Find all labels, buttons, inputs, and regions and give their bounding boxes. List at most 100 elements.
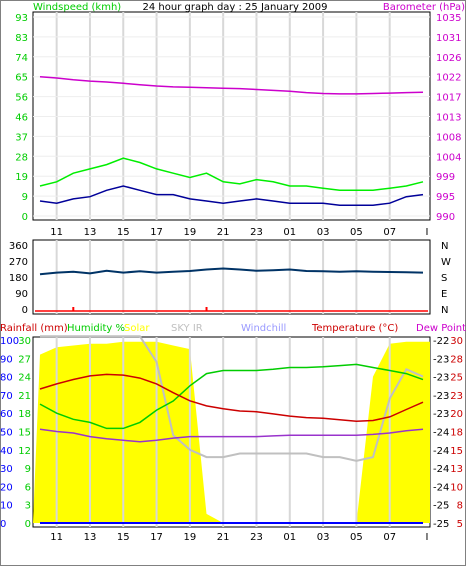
temperature-tick-label-23: 23 (450, 391, 463, 402)
dewpoint-tick-label-7: -24 (433, 464, 449, 475)
windspeed-axis-title: Windspeed (kmh) (33, 2, 121, 13)
p3-time-label-01: 01 (283, 532, 296, 543)
p1-time-label-15: 15 (117, 227, 130, 238)
p3-time-label-03: 03 (317, 532, 330, 543)
temperature-tick-label-10: 10 (450, 482, 463, 493)
baro-tick-label-1017: 1017 (436, 93, 461, 104)
barometer-series (39, 75, 424, 95)
baro-tick-label-1008: 1008 (436, 132, 461, 143)
temperature-series (39, 373, 424, 423)
dewpoint-tick-label-5: -24 (433, 428, 449, 439)
rainfall-tick-label-80: 80 (0, 373, 13, 384)
humidity-tick-label-18: 18 (18, 409, 31, 420)
rainfall-tick-label-90: 90 (0, 354, 13, 365)
p3-time-label-17: 17 (150, 532, 163, 543)
dewpoint-tick-label-8: -24 (433, 482, 449, 493)
humidity-series (39, 363, 424, 430)
direction-tick-label-180: 180 (9, 273, 28, 284)
humidity-tick-label-9: 9 (25, 464, 31, 475)
p1-time-label-11: 11 (50, 227, 63, 238)
rainfall-tick-label-100: 100 (0, 336, 19, 347)
humidity-tick-label-30: 30 (18, 336, 31, 347)
dewpoint-tick-label-10: -25 (433, 519, 449, 530)
compass-label-1: W (441, 257, 451, 268)
compass-label-3: E (441, 289, 447, 300)
direction-tick-label-0: 0 (22, 305, 28, 316)
p1-time-label-03: 03 (317, 227, 330, 238)
temperature-tick-label-8: 8 (457, 501, 463, 512)
p3-time-label-19: 19 (184, 532, 197, 543)
p3-time-label-05: 05 (350, 532, 363, 543)
temperature-tick-label-5: 5 (457, 519, 463, 530)
wind-tick-label-37: 37 (15, 132, 28, 143)
p1-time-label-05: 05 (350, 227, 363, 238)
sky-ir-series (40, 335, 424, 462)
dewpoint-tick-label-2: -23 (433, 373, 449, 384)
rainfall-tick-label-30: 30 (0, 464, 13, 475)
legend-humidity: Humidity % (67, 323, 125, 334)
baro-tick-label-1026: 1026 (436, 53, 461, 64)
p1-time-label-21: 21 (217, 227, 230, 238)
dewpoint-tick-label-6: -24 (433, 446, 449, 457)
p3-time-label-15: 15 (117, 532, 130, 543)
temperature-tick-label-25: 25 (450, 373, 463, 384)
rainfall-tick-label-50: 50 (0, 428, 13, 439)
baro-tick-label-999: 999 (436, 172, 455, 183)
baro-tick-label-1013: 1013 (436, 113, 461, 124)
direction-tick-label-360: 360 (9, 241, 28, 252)
baro-tick-label-1004: 1004 (436, 152, 461, 163)
compass-label-2: S (441, 273, 447, 284)
baro-tick-label-990: 990 (436, 212, 455, 223)
p3-time-label-21: 21 (217, 532, 230, 543)
barometer-axis-title: Barometer (hPa) (383, 2, 465, 13)
wind-tick-label-9: 9 (22, 192, 28, 203)
wind-tick-label-19: 19 (15, 172, 28, 183)
rainfall-tick-label-0: 0 (0, 519, 6, 530)
p3-time-label-13: 13 (84, 532, 97, 543)
dew-point-series (39, 428, 424, 443)
compass-label-0: N (441, 241, 448, 252)
legend-windchill: Windchill (241, 323, 286, 334)
chart-marks: 9383746556463728199010351031102610221017… (0, 12, 463, 543)
p1-time-label-07: 07 (383, 227, 396, 238)
humidity-tick-label-21: 21 (18, 391, 31, 402)
legend-sky-ir: SKY IR (171, 323, 203, 334)
rainfall-tick-label-10: 10 (0, 501, 13, 512)
rainfall-tick-label-70: 70 (0, 391, 13, 402)
temperature-tick-label-28: 28 (450, 354, 463, 365)
direction-tick-label-270: 270 (9, 257, 28, 268)
p1-time-label-01: 01 (283, 227, 296, 238)
rainfall-tick-label-60: 60 (0, 409, 13, 420)
wind-tick-label-83: 83 (15, 33, 28, 44)
direction-tick-label-90: 90 (15, 289, 28, 300)
wind-tick-label-74: 74 (15, 53, 28, 64)
baro-tick-label-1031: 1031 (436, 33, 461, 44)
compass-label-4: N (441, 305, 448, 316)
humidity-tick-label-0: 0 (25, 519, 31, 530)
dewpoint-tick-label-4: -23 (433, 409, 449, 420)
humidity-tick-label-27: 27 (18, 354, 31, 365)
humidity-tick-label-24: 24 (18, 373, 31, 384)
p1-time-label-17: 17 (150, 227, 163, 238)
rainfall-tick-label-40: 40 (0, 446, 13, 457)
dewpoint-tick-label-9: -25 (433, 501, 449, 512)
humidity-tick-label-15: 15 (18, 428, 31, 439)
wind-tick-label-93: 93 (15, 13, 28, 24)
baro-tick-label-1022: 1022 (436, 73, 461, 84)
dewpoint-tick-label-1: -23 (433, 354, 449, 365)
legend-temperature: Temperature (°C) (311, 323, 398, 334)
legend-solar: Solar (124, 323, 150, 334)
windspeed-average-series (39, 185, 424, 207)
baro-tick-label-995: 995 (436, 192, 455, 203)
p3-time-label-23: 23 (250, 532, 263, 543)
humidity-tick-label-6: 6 (25, 482, 31, 493)
dewpoint-tick-label-3: -23 (433, 391, 449, 402)
legend-dew-point: Dew Point (416, 323, 466, 334)
p1-time-label-19: 19 (184, 227, 197, 238)
wind-tick-label-0: 0 (22, 212, 28, 223)
legend-rainfall: Rainfall (mm) (0, 323, 68, 334)
p3-time-label-07: 07 (383, 532, 396, 543)
windspeed-series (39, 157, 424, 192)
direction-plot-area (32, 239, 431, 315)
